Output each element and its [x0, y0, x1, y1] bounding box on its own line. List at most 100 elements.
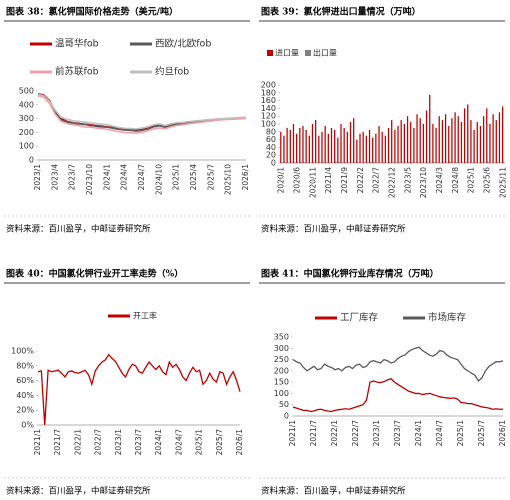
- bar: [417, 162, 419, 163]
- source: 资料来源：百川盈孚，中邮证券研究所: [261, 486, 406, 497]
- bar: [400, 120, 402, 163]
- y-tick-label: 150: [274, 378, 289, 387]
- y-tick-label: 400: [19, 100, 34, 109]
- y-tick-label: 300: [19, 114, 34, 123]
- panel-title: 图表 41：中国氯化钾行业库存情况（万吨）: [261, 268, 439, 280]
- y-tick-label: 250: [274, 355, 289, 364]
- x-tick-label: 2024/4: [120, 164, 129, 191]
- series-line: [37, 92, 247, 132]
- x-tick-label: 2022/7: [351, 420, 360, 447]
- x-tick-label: 2024/1: [102, 164, 111, 191]
- bar: [455, 162, 457, 163]
- series-line: [292, 346, 504, 383]
- bar: [340, 124, 342, 163]
- bar: [362, 131, 364, 163]
- x-tick-label: 2022/2: [356, 167, 365, 194]
- bar: [296, 133, 298, 163]
- x-tick-label: 2022/1: [73, 429, 82, 456]
- x-tick-label: 2023/1: [33, 164, 42, 191]
- bar: [283, 135, 285, 163]
- bar: [300, 161, 302, 163]
- x-tick-label: 2023/7: [68, 164, 77, 191]
- x-tick-label: 2020/1: [277, 167, 286, 194]
- x-tick-label: 2021/7: [53, 429, 62, 456]
- bar: [501, 106, 504, 163]
- bar: [305, 129, 307, 163]
- y-tick-label: 0: [29, 156, 34, 165]
- bar: [284, 162, 286, 163]
- bar: [334, 129, 336, 163]
- bar: [303, 162, 305, 163]
- series-line: [37, 353, 241, 426]
- legend-label: 市场库存: [428, 312, 467, 324]
- legend-label: 进口量: [275, 49, 299, 58]
- x-tick-label: 2024/7: [435, 420, 444, 447]
- x-tick-label: 2025/1: [456, 420, 465, 447]
- bar: [413, 127, 415, 163]
- y-tick-label: 120: [261, 112, 276, 121]
- y-tick-label: 100%: [11, 347, 34, 356]
- legend-label: 前苏联fob: [55, 66, 99, 78]
- y-tick-label: 100: [261, 120, 276, 129]
- bar: [406, 116, 409, 163]
- bar: [470, 120, 472, 163]
- bar: [492, 114, 494, 163]
- bar: [324, 125, 326, 163]
- bar: [372, 137, 374, 163]
- source: 资料来源：百川盈孚，中邮证券研究所: [6, 224, 151, 235]
- y-tick-label: 80: [266, 127, 276, 136]
- x-tick-label: 2021/1: [288, 420, 297, 447]
- bar: [373, 162, 375, 163]
- bar: [337, 137, 339, 163]
- bar: [449, 161, 451, 163]
- bar: [344, 162, 347, 163]
- legend-label: 工厂库存: [340, 312, 379, 324]
- y-tick-label: 350: [274, 333, 289, 342]
- bar: [473, 129, 475, 163]
- bar: [411, 162, 413, 163]
- bar: [346, 131, 348, 163]
- y-tick-label: 500: [19, 87, 34, 96]
- y-tick-label: 100: [274, 389, 289, 398]
- legend-swatch: [267, 50, 273, 56]
- bar: [454, 112, 456, 163]
- y-tick-label: 0: [271, 159, 276, 168]
- bar: [394, 129, 396, 163]
- x-tick-label: 2025/7: [215, 429, 224, 456]
- bar: [289, 129, 291, 163]
- legend-label: 约旦fob: [155, 66, 189, 78]
- x-tick-label: 2025/10: [224, 164, 233, 195]
- bar: [467, 104, 469, 163]
- bar: [438, 116, 440, 163]
- y-tick-label: 140: [261, 104, 276, 113]
- y-tick-label: 40: [266, 143, 276, 152]
- bar: [486, 108, 488, 163]
- bar: [322, 162, 324, 163]
- bar: [370, 161, 372, 163]
- x-tick-label: 2021/1: [33, 429, 42, 456]
- x-tick-label: 2023/7: [393, 420, 402, 447]
- panel-title: 图表 40：中国氯化钾行业开工率走势（%）: [6, 268, 183, 280]
- x-tick-label: 2020/11: [308, 167, 317, 198]
- bar: [365, 135, 367, 163]
- panel-title: 图表 39：氯化钾进出口量情况（万吨）: [261, 6, 421, 18]
- x-tick-label: 2025/6: [483, 167, 492, 194]
- bar: [353, 118, 355, 163]
- bar: [327, 133, 329, 163]
- x-tick-label: 2021/7: [309, 420, 318, 447]
- x-tick-label: 2025/7: [477, 420, 486, 447]
- x-tick-label: 2022/7: [372, 167, 381, 194]
- legend-label: 温哥华fob: [55, 38, 99, 50]
- bar: [368, 129, 371, 163]
- x-tick-label: 2022/7: [94, 429, 103, 456]
- y-tick-label: 0: [284, 412, 289, 421]
- x-tick-label: 2024/7: [174, 429, 183, 456]
- x-tick-label: 2023/1: [372, 420, 381, 447]
- bar: [311, 124, 314, 163]
- x-tick-label: 2023/5: [403, 167, 412, 194]
- bar: [425, 110, 428, 163]
- bar: [338, 162, 340, 163]
- x-tick-label: 2025/1: [172, 164, 181, 191]
- x-tick-label: 2026/1: [235, 429, 244, 456]
- x-tick-label: 2024/10: [154, 164, 163, 195]
